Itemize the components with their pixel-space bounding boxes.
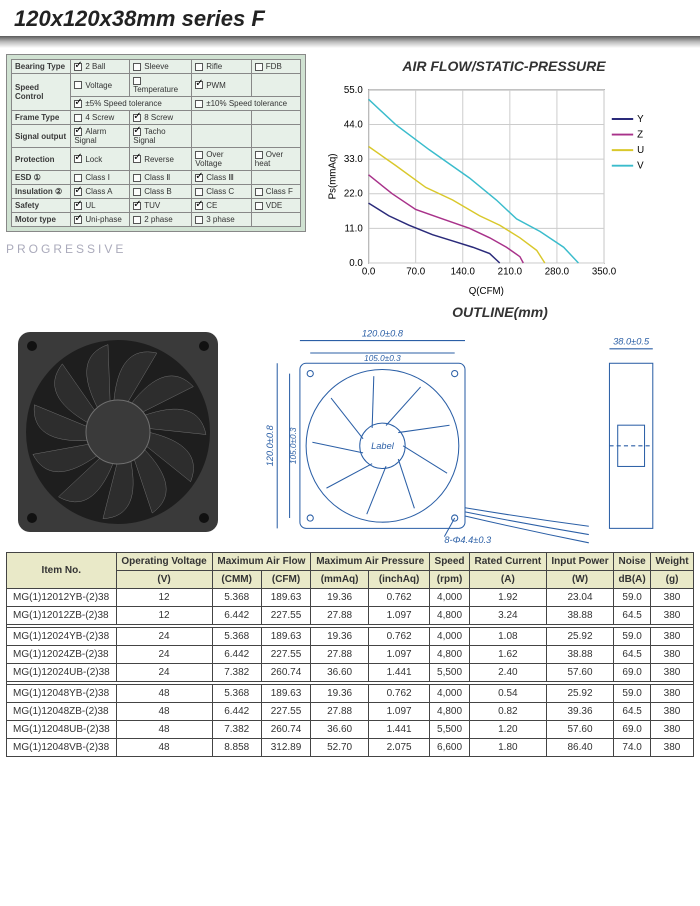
checkbox-icon — [195, 202, 203, 210]
fan-photo — [8, 322, 228, 542]
svg-text:105.0±0.3: 105.0±0.3 — [289, 427, 298, 464]
svg-text:0.0: 0.0 — [349, 258, 363, 269]
svg-text:0.0: 0.0 — [362, 267, 376, 278]
watermark-text: PROGRESSIVE — [6, 242, 306, 256]
svg-text:Ps(mmAq): Ps(mmAq) — [328, 153, 339, 199]
checkbox-icon — [255, 188, 263, 196]
checkbox-icon — [74, 216, 82, 224]
checkbox-icon — [133, 174, 141, 182]
svg-text:22.0: 22.0 — [344, 189, 364, 200]
table-header: Item No. — [7, 553, 117, 589]
table-header: Maximum Air Flow — [212, 553, 311, 571]
svg-text:38.0±0.5: 38.0±0.5 — [613, 337, 650, 347]
svg-text:210.0: 210.0 — [498, 267, 523, 278]
spec-table: Bearing Type2 BallSleeveRifleFDBSpeed Co… — [11, 59, 301, 227]
checkbox-icon — [255, 63, 263, 71]
checkbox-icon — [133, 216, 141, 224]
outline-title: OUTLINE(mm) — [300, 304, 700, 320]
checkbox-icon — [133, 155, 141, 163]
table-row: MG(1)12048VB-(2)38488.858312.8952.702.07… — [7, 739, 694, 757]
specifications-table: Item No.Operating VoltageMaximum Air Flo… — [6, 552, 694, 757]
spec-panel: Bearing Type2 BallSleeveRifleFDBSpeed Co… — [6, 54, 306, 232]
table-row: MG(1)12048ZB-(2)38486.442227.5527.881.09… — [7, 703, 694, 721]
svg-text:33.0: 33.0 — [344, 154, 364, 165]
checkbox-icon — [133, 77, 141, 85]
svg-text:8-Φ4.4±0.3: 8-Φ4.4±0.3 — [444, 535, 492, 545]
checkbox-icon — [195, 81, 203, 89]
checkbox-icon — [195, 63, 203, 71]
checkbox-icon — [74, 114, 82, 122]
checkbox-icon — [74, 155, 82, 163]
table-header: Rated Current — [469, 553, 546, 571]
table-row: MG(1)12024ZB-(2)38246.442227.5527.881.09… — [7, 646, 694, 664]
title-underline — [0, 36, 700, 48]
checkbox-icon — [195, 151, 203, 159]
chart-title: AIR FLOW/STATIC-PRESSURE — [314, 58, 694, 74]
checkbox-icon — [195, 100, 203, 108]
table-header: Noise — [614, 553, 651, 571]
table-row: MG(1)12048YB-(2)38485.368189.6319.360.76… — [7, 685, 694, 703]
checkbox-icon — [133, 188, 141, 196]
svg-text:280.0: 280.0 — [545, 267, 570, 278]
svg-text:55.0: 55.0 — [344, 85, 364, 96]
svg-text:Q(CFM): Q(CFM) — [469, 286, 504, 297]
svg-text:U: U — [637, 145, 644, 156]
table-row: MG(1)12048UB-(2)38487.382260.7436.601.44… — [7, 721, 694, 739]
checkbox-icon — [74, 128, 82, 136]
svg-text:Label: Label — [371, 441, 395, 451]
table-row: MG(1)12024YB-(2)38245.368189.6319.360.76… — [7, 628, 694, 646]
checkbox-icon — [255, 202, 263, 210]
svg-text:Y: Y — [637, 114, 644, 125]
page-title: 120x120x38mm series F — [0, 0, 700, 36]
table-header: Input Power — [546, 553, 613, 571]
checkbox-icon — [133, 63, 141, 71]
svg-text:70.0: 70.0 — [406, 267, 426, 278]
svg-text:Z: Z — [637, 130, 643, 141]
svg-text:120.0±0.8: 120.0±0.8 — [265, 424, 275, 466]
svg-text:11.0: 11.0 — [345, 223, 364, 234]
checkbox-icon — [74, 188, 82, 196]
checkbox-icon — [74, 63, 82, 71]
table-header: Speed — [430, 553, 470, 571]
svg-text:105.0±0.3: 105.0±0.3 — [364, 354, 401, 363]
table-header: Operating Voltage — [116, 553, 212, 571]
airflow-chart: 0.0 70.0 140.0 210.0 280.0 350.0 0.0 11.0 22.0 33… — [314, 78, 674, 298]
table-header: Weight — [651, 553, 694, 571]
checkbox-icon — [74, 174, 82, 182]
outline-drawing: Label 120.0±0.8 105.0±0.3 120.0±0.8 105.0±0.… — [238, 322, 692, 542]
checkbox-icon — [74, 202, 82, 210]
svg-text:350.0: 350.0 — [592, 267, 617, 278]
checkbox-icon — [255, 151, 263, 159]
svg-text:120.0±0.8: 120.0±0.8 — [362, 328, 404, 338]
svg-text:140.0: 140.0 — [451, 267, 476, 278]
checkbox-icon — [195, 216, 203, 224]
checkbox-icon — [133, 202, 141, 210]
checkbox-icon — [195, 188, 203, 196]
table-row: MG(1)12024UB-(2)38247.382260.7436.601.44… — [7, 664, 694, 682]
checkbox-icon — [133, 128, 141, 136]
svg-text:V: V — [637, 161, 644, 172]
svg-text:44.0: 44.0 — [344, 119, 364, 130]
table-row: MG(1)12012ZB-(2)38126.442227.5527.881.09… — [7, 607, 694, 625]
table-row: MG(1)12012YB-(2)38125.368189.6319.360.76… — [7, 589, 694, 607]
checkbox-icon — [74, 100, 82, 108]
checkbox-icon — [195, 174, 203, 182]
table-header: Maximum Air Pressure — [311, 553, 430, 571]
checkbox-icon — [74, 81, 82, 89]
checkbox-icon — [133, 114, 141, 122]
